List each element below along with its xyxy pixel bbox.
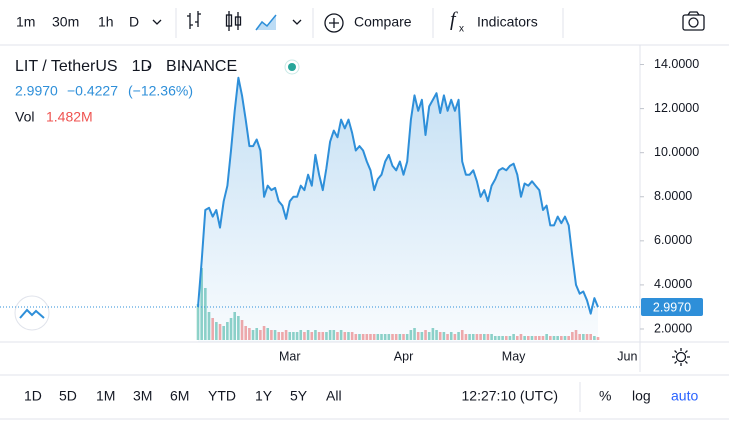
- range-button[interactable]: 1M: [96, 388, 115, 404]
- legend-symbol: LIT / TetherUS: [15, 58, 118, 75]
- auto-toggle[interactable]: auto: [671, 388, 698, 404]
- compare-button[interactable]: Compare: [354, 14, 412, 30]
- range-button[interactable]: YTD: [208, 388, 236, 404]
- x-tick-label: May: [502, 349, 526, 363]
- candles-icon[interactable]: [225, 11, 242, 31]
- indicators-icon[interactable]: f: [450, 9, 458, 31]
- interval-dropdown[interactable]: [152, 19, 162, 25]
- y-tick-label: 2.0000: [654, 321, 692, 335]
- indicators-button[interactable]: Indicators: [477, 14, 538, 30]
- y-tick-label: 14.0000: [654, 57, 699, 71]
- range-button[interactable]: All: [326, 388, 342, 404]
- logo: [14, 295, 50, 331]
- chart-type-dropdown[interactable]: [292, 19, 302, 25]
- interval-button[interactable]: 1h: [98, 14, 114, 30]
- percent-toggle[interactable]: %: [599, 388, 611, 404]
- interval-button[interactable]: 30m: [52, 14, 79, 30]
- bars-icon[interactable]: [187, 11, 201, 29]
- legend-close: 2.9970: [15, 83, 58, 99]
- range-button[interactable]: 6M: [170, 388, 189, 404]
- legend-change: −0.4227: [67, 83, 118, 99]
- range-button[interactable]: 1D: [24, 388, 42, 404]
- market-status-ring: [284, 59, 300, 75]
- range-button[interactable]: 5Y: [290, 388, 308, 404]
- legend-interval: 1D: [132, 58, 152, 75]
- y-tick-label: 6.0000: [654, 233, 692, 247]
- price-line: [197, 76, 599, 315]
- indicators-icon[interactable]: x: [459, 24, 464, 35]
- legend-change-pct: (−12.36%): [128, 83, 193, 99]
- clock: 12:27:10 (UTC): [462, 388, 558, 404]
- range-button[interactable]: 3M: [133, 388, 152, 404]
- legend-dot-separator: [147, 65, 151, 69]
- y-tick-label: 10.0000: [654, 145, 699, 159]
- area-icon[interactable]: [255, 14, 277, 31]
- log-toggle[interactable]: log: [632, 388, 651, 404]
- legend-exchange: BINANCE: [166, 58, 237, 75]
- range-button[interactable]: 5D: [59, 388, 77, 404]
- volume-value: 1.482M: [46, 109, 93, 125]
- legend-dot-separator: [181, 65, 185, 69]
- volume-bar: [596, 337, 600, 340]
- price-area: [198, 77, 598, 343]
- legend-symbol: LIT / TetherUS 1D BINANCE: [15, 58, 237, 75]
- compare-icon[interactable]: [324, 13, 344, 33]
- x-tick-label: Mar: [279, 349, 301, 363]
- x-tick-label: Apr: [394, 349, 413, 363]
- y-tick-label: 8.0000: [654, 189, 692, 203]
- y-tick-label: 4.0000: [654, 277, 692, 291]
- last-price-label: 2.9970: [653, 300, 691, 314]
- volume-name: Vol: [15, 109, 34, 125]
- screenshot-icon[interactable]: [682, 11, 705, 31]
- settings-icon[interactable]: [672, 348, 690, 366]
- market-status: [288, 63, 296, 71]
- x-tick-label: Jun: [617, 349, 637, 363]
- last-price-tag: [641, 298, 703, 317]
- interval-button[interactable]: D: [129, 14, 139, 30]
- interval-button[interactable]: 1m: [16, 14, 35, 30]
- y-tick-label: 12.0000: [654, 101, 699, 115]
- range-button[interactable]: 1Y: [255, 388, 273, 404]
